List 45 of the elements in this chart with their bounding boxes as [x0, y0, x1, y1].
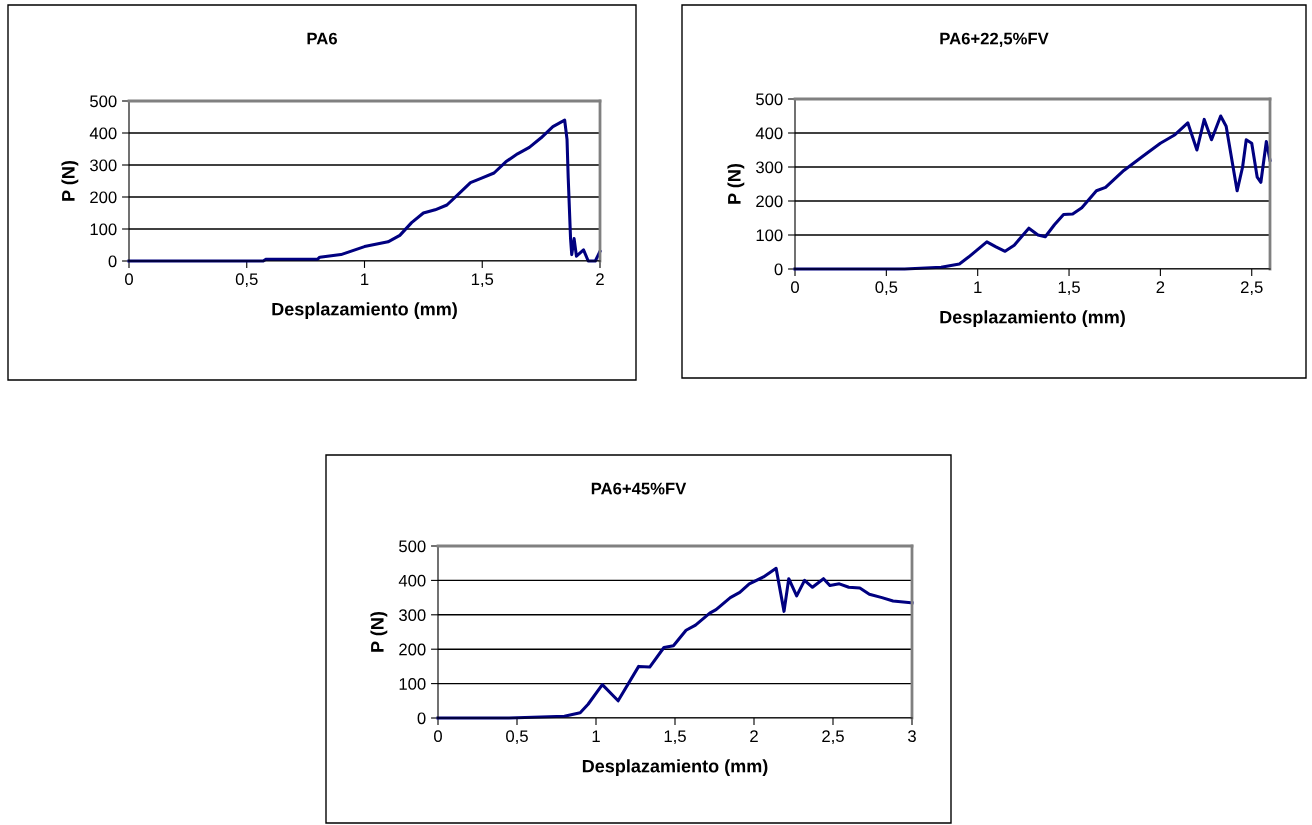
- chart-title: PA6+22,5%FV: [940, 32, 1049, 47]
- x-tick-label: 0,5: [235, 273, 258, 288]
- y-tick-label: 300: [90, 159, 117, 172]
- x-tick-label: 0: [791, 281, 799, 294]
- y-tick-label: 300: [756, 161, 783, 174]
- x-tick-label: 1,5: [664, 730, 686, 745]
- x-tick-label: 1,5: [1058, 281, 1080, 296]
- x-axis-title: Desplazamiento (mm): [582, 759, 768, 777]
- y-tick-label: 0: [774, 263, 783, 276]
- y-tick-label: 400: [398, 574, 426, 587]
- y-tick-label: 200: [399, 643, 426, 656]
- y-tick-label: 300: [399, 609, 426, 621]
- y-tick-label: 100: [399, 678, 426, 690]
- y-tick-label: 100: [90, 223, 117, 236]
- chart-title: PA6: [307, 32, 337, 45]
- chart-title: PA6+45%FV: [591, 482, 687, 495]
- x-tick-label: 2,5: [1240, 281, 1263, 296]
- x-tick-label: 0: [125, 273, 133, 286]
- x-axis-title: Desplazamiento (mm): [272, 302, 457, 320]
- x-tick-label: 0,5: [875, 281, 898, 296]
- y-tick-label: 500: [399, 540, 426, 553]
- x-tick-label: 0: [434, 730, 442, 743]
- x-tick-label: 1,5: [471, 273, 494, 288]
- y-tick-label: 400: [89, 127, 117, 140]
- x-tick-label: 2: [596, 273, 604, 285]
- x-tick-label: 1: [592, 730, 600, 742]
- x-tick-label: 2,5: [822, 730, 844, 745]
- y-axis-title: P (N): [370, 611, 388, 652]
- x-tick-label: 0,5: [506, 730, 528, 745]
- x-tick-label: 2: [750, 730, 758, 742]
- y-tick-label: 200: [756, 195, 783, 208]
- y-tick-label: 500: [756, 93, 783, 106]
- x-axis-title: Desplazamiento (mm): [940, 310, 1125, 328]
- x-tick-label: 1: [974, 281, 982, 293]
- x-tick-label: 3: [908, 730, 916, 743]
- y-tick-label: 0: [108, 255, 117, 268]
- y-tick-label: 100: [756, 229, 783, 242]
- y-tick-label: 400: [755, 127, 783, 140]
- y-tick-label: 0: [417, 712, 426, 725]
- x-tick-label: 1: [361, 273, 369, 285]
- y-tick-label: 500: [90, 95, 117, 108]
- x-tick-label: 2: [1156, 281, 1165, 293]
- y-axis-title: P (N): [61, 160, 79, 201]
- y-tick-label: 200: [90, 191, 117, 204]
- y-axis-title: P (N): [727, 163, 745, 204]
